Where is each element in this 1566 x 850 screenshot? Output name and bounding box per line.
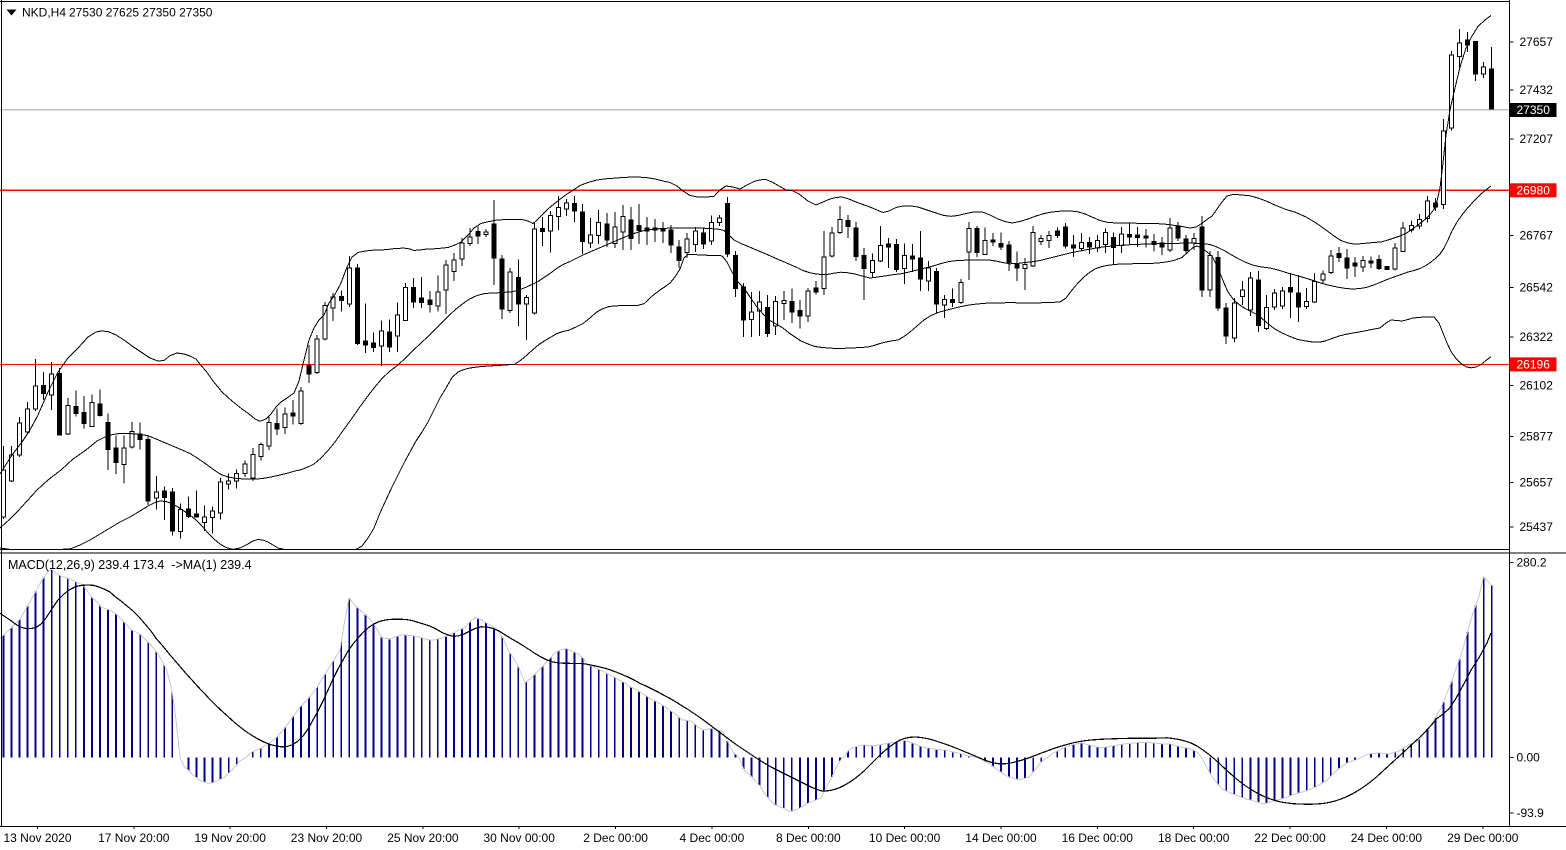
- svg-text:27530 27625 27350 27350: 27530 27625 27350 27350: [69, 6, 213, 20]
- svg-text:14 Dec 00:00: 14 Dec 00:00: [965, 831, 1037, 845]
- svg-text:4 Dec 00:00: 4 Dec 00:00: [680, 831, 745, 845]
- svg-text:19 Nov 20:00: 19 Nov 20:00: [195, 831, 267, 845]
- svg-text:26980: 26980: [1517, 184, 1551, 198]
- svg-text:26322: 26322: [1520, 330, 1554, 344]
- svg-text:27207: 27207: [1520, 132, 1554, 146]
- svg-text:26102: 26102: [1520, 378, 1554, 392]
- svg-text:8 Dec 00:00: 8 Dec 00:00: [776, 831, 841, 845]
- svg-text:30 Nov 00:00: 30 Nov 00:00: [484, 831, 556, 845]
- svg-text:27350: 27350: [1517, 103, 1551, 117]
- svg-text:-93.9: -93.9: [1517, 806, 1545, 820]
- svg-text:2 Dec 00:00: 2 Dec 00:00: [583, 831, 648, 845]
- svg-text:22 Dec 00:00: 22 Dec 00:00: [1254, 831, 1326, 845]
- svg-text:13 Nov 2020: 13 Nov 2020: [3, 831, 71, 845]
- svg-text:NKD,H4: NKD,H4: [22, 6, 66, 20]
- svg-text:10 Dec 00:00: 10 Dec 00:00: [869, 831, 941, 845]
- svg-text:MACD(12,26,9) 239.4 173.4 ->M: MACD(12,26,9) 239.4 173.4 ->MA(1) 239.4: [8, 558, 252, 572]
- svg-text:26542: 26542: [1520, 281, 1554, 295]
- svg-text:26196: 26196: [1517, 358, 1551, 372]
- svg-text:18 Dec 00:00: 18 Dec 00:00: [1158, 831, 1230, 845]
- svg-text:280.2: 280.2: [1517, 555, 1547, 569]
- svg-text:16 Dec 00:00: 16 Dec 00:00: [1062, 831, 1134, 845]
- svg-text:27432: 27432: [1520, 83, 1554, 97]
- svg-text:27657: 27657: [1520, 35, 1554, 49]
- svg-text:25657: 25657: [1520, 475, 1554, 489]
- svg-text:24 Dec 00:00: 24 Dec 00:00: [1351, 831, 1423, 845]
- svg-text:25 Nov 20:00: 25 Nov 20:00: [387, 831, 459, 845]
- svg-text:0.00: 0.00: [1517, 751, 1541, 765]
- svg-text:25877: 25877: [1520, 430, 1554, 444]
- svg-text:25437: 25437: [1520, 520, 1554, 534]
- svg-text:29 Dec 00:00: 29 Dec 00:00: [1447, 831, 1519, 845]
- svg-text:17 Nov 20:00: 17 Nov 20:00: [98, 831, 170, 845]
- svg-text:26767: 26767: [1520, 229, 1554, 243]
- svg-text:23 Nov 20:00: 23 Nov 20:00: [291, 831, 363, 845]
